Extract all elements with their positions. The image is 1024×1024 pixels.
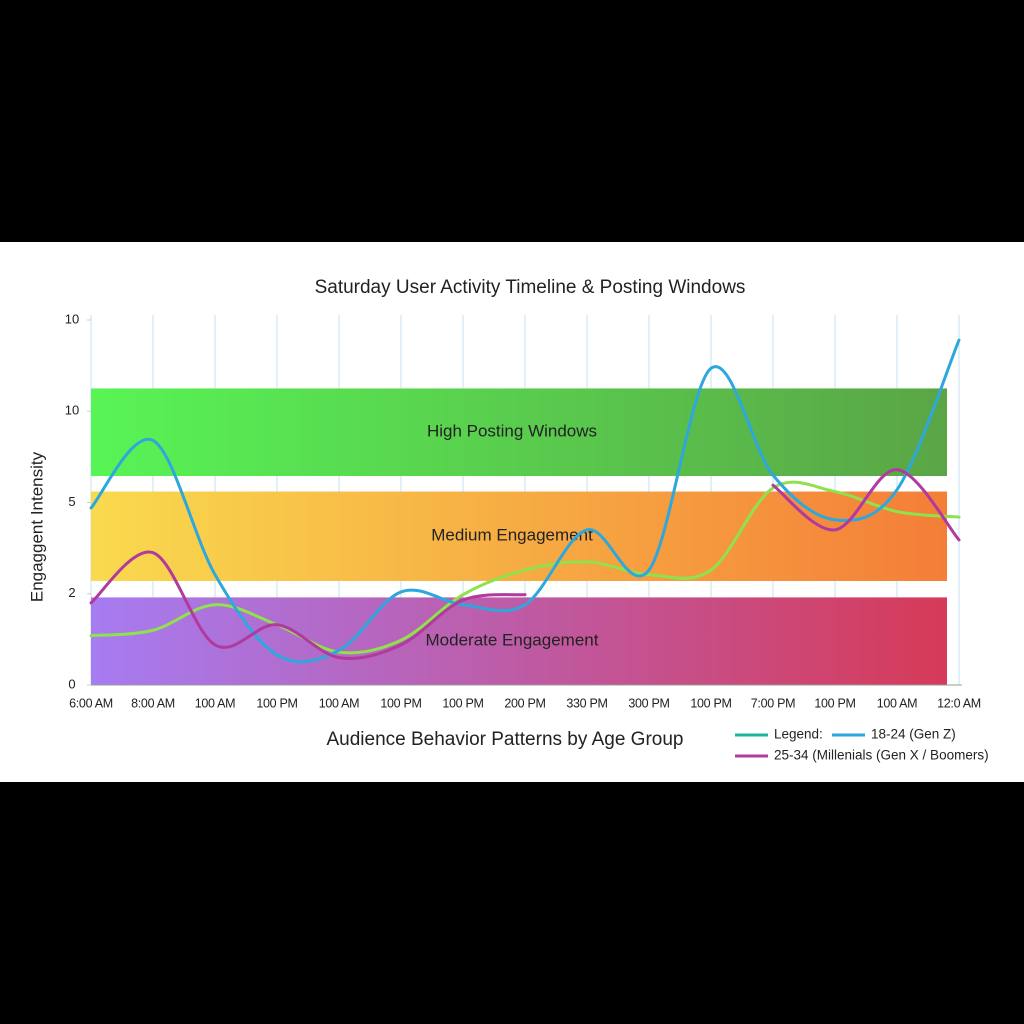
x-axis-title: Audience Behavior Patterns by Age Group <box>326 729 683 750</box>
legend-label: 25-34 (Millenials (Gen X / Boomers) <box>774 748 989 763</box>
x-tick-label: 200 PM <box>504 696 545 710</box>
chart-title: Saturday User Activity Timeline & Postin… <box>315 277 746 298</box>
x-tick-label: 100 PM <box>256 696 297 710</box>
legend-label: 18-24 (Gen Z) <box>871 727 956 742</box>
x-tick-label: 330 PM <box>566 696 607 710</box>
x-tick-label: 100 AM <box>319 696 360 710</box>
y-axis-title: Engaggent Intensity <box>27 451 46 602</box>
band <box>91 597 947 685</box>
x-tick-label: 100 AM <box>877 696 918 710</box>
x-tick-label: 100 PM <box>380 696 421 710</box>
band-label: High Posting Windows <box>427 422 597 441</box>
legend-title: Legend: <box>774 727 823 742</box>
series-line <box>89 338 961 664</box>
y-tick-label: 5 <box>68 494 75 509</box>
x-tick-label: 100 PM <box>814 696 855 710</box>
x-tick-label: 100 PM <box>442 696 483 710</box>
series-line <box>89 468 961 660</box>
y-tick-label: 10 <box>65 403 79 418</box>
x-tick-label: 6:00 AM <box>69 696 113 710</box>
y-tick-label: 0 <box>68 676 75 691</box>
x-tick-label: 8:00 AM <box>131 696 175 710</box>
band-label: Moderate Engagement <box>426 631 599 650</box>
band <box>91 388 947 477</box>
x-tick-label: 12:0 AM <box>937 696 981 710</box>
x-tick-label: 300 PM <box>628 696 669 710</box>
band-label: Medium Engagement <box>431 526 593 545</box>
y-tick-label: 2 <box>68 585 75 600</box>
x-tick-label: 100 AM <box>195 696 236 710</box>
series-line <box>89 480 961 655</box>
x-tick-label: 100 PM <box>690 696 731 710</box>
y-tick-label: 10 <box>65 311 79 326</box>
x-tick-label: 7:00 PM <box>751 696 795 710</box>
